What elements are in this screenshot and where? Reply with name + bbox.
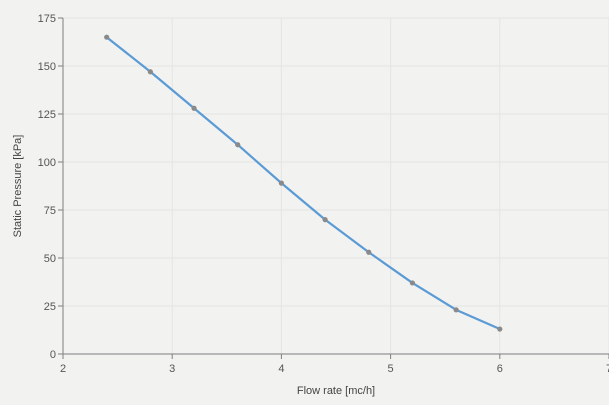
- series-group: [104, 34, 503, 332]
- x-axis-ticks: 2 3 4 5 6 7: [60, 354, 609, 375]
- data-point: [235, 142, 241, 148]
- x-tick-label: 2: [60, 363, 66, 375]
- y-tick-label: 75: [44, 205, 56, 217]
- x-tick-label: 7: [606, 363, 609, 375]
- data-point: [366, 249, 372, 255]
- data-point: [147, 69, 153, 75]
- data-point: [322, 217, 328, 223]
- data-point: [278, 180, 284, 186]
- x-axis-title: Flow rate [mc/h]: [297, 385, 375, 397]
- data-point: [191, 105, 197, 111]
- y-axis-title: Static Pressure [kPa]: [12, 135, 24, 238]
- data-point: [104, 34, 110, 40]
- x-tick-label: 3: [169, 363, 175, 375]
- grid-lines: [63, 17, 609, 354]
- y-tick-label: 100: [38, 157, 56, 169]
- data-point: [409, 280, 416, 286]
- y-tick-label: 150: [38, 61, 56, 73]
- x-tick-label: 6: [497, 363, 503, 375]
- data-point: [497, 326, 503, 332]
- y-axis-ticks: 0 25 50 75 100 125 150 175: [38, 13, 63, 361]
- y-tick-label: 50: [44, 253, 56, 265]
- x-tick-label: 4: [278, 363, 284, 375]
- y-tick-label: 125: [38, 109, 56, 121]
- axes: [62, 18, 609, 355]
- y-tick-label: 25: [44, 301, 56, 313]
- y-tick-label: 0: [50, 349, 56, 361]
- series-line: [105, 36, 501, 331]
- x-tick-label: 5: [388, 363, 394, 375]
- data-point: [453, 307, 459, 313]
- y-tick-label: 175: [38, 13, 56, 25]
